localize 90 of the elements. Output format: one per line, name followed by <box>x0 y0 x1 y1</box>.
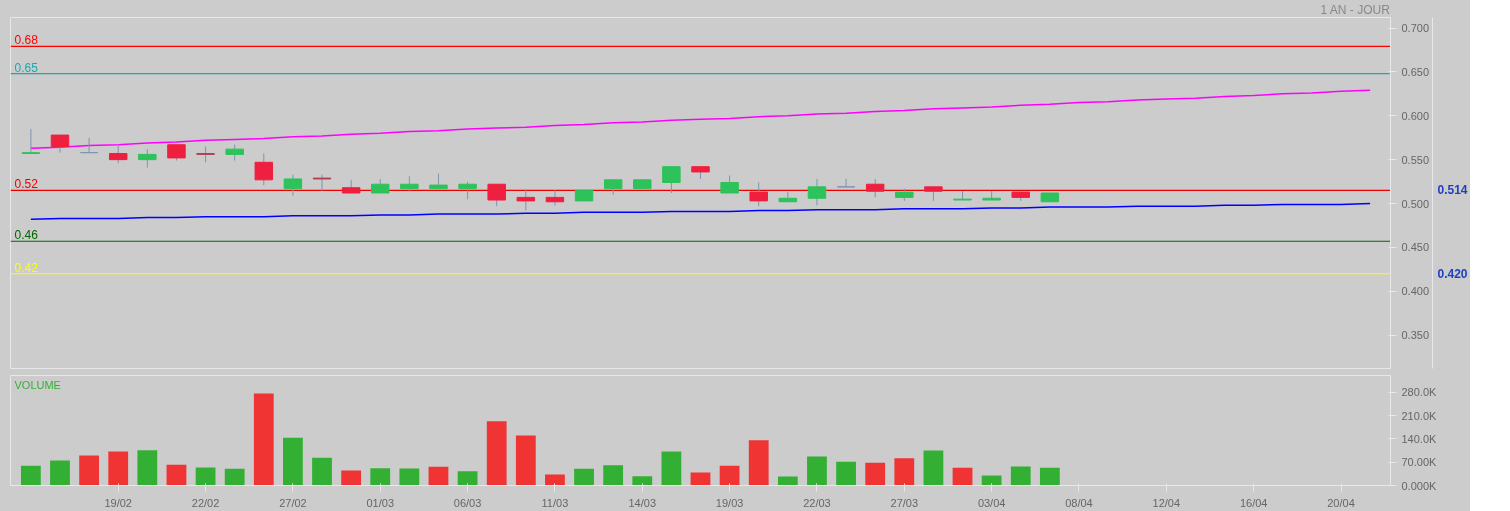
bar <box>370 468 391 486</box>
y-tick-label: 0.400 <box>1401 285 1430 298</box>
candlestick <box>312 174 332 192</box>
candlestick <box>749 181 768 207</box>
x-tick-label: 08/04 <box>1065 496 1093 509</box>
candlestick <box>487 183 506 207</box>
bar <box>836 461 856 486</box>
bar <box>137 450 158 486</box>
bar <box>603 465 624 486</box>
y2-tick-label: 0.514 <box>1437 183 1468 198</box>
candlestick <box>138 148 157 169</box>
bar <box>195 467 216 486</box>
bar <box>79 455 100 486</box>
ref-line-label: 0.68 <box>14 33 39 48</box>
bar <box>312 457 332 486</box>
bar <box>224 468 245 486</box>
x-tick-label: 19/02 <box>104 496 132 509</box>
y-tick-label: 0.550 <box>1401 153 1430 166</box>
bar <box>341 470 362 486</box>
candlestick <box>836 178 856 188</box>
bar <box>923 450 944 486</box>
bar <box>1039 467 1060 486</box>
y-tick-label: 210.0K <box>1401 409 1438 422</box>
bar <box>807 456 827 486</box>
x-tick-label: 06/03 <box>453 496 482 509</box>
y-tick-label: 0.600 <box>1401 109 1430 122</box>
x-tick-label: 01/03 <box>366 496 395 509</box>
line-series <box>30 202 1371 221</box>
x-tick-label: 27/03 <box>890 496 919 509</box>
x-tick-label: 11/03 <box>541 496 569 509</box>
chart-subtitle: 1 AN - JOUR <box>1320 3 1391 17</box>
bar <box>865 462 886 486</box>
y-tick-label: 0.700 <box>1401 22 1430 35</box>
y-tick-label: 0.350 <box>1401 329 1430 342</box>
bar <box>894 458 915 486</box>
candlestick <box>662 166 681 194</box>
candlestick <box>516 188 536 212</box>
bar <box>166 464 187 486</box>
candlestick <box>21 128 41 155</box>
bar <box>457 471 478 486</box>
ref-line-label: 0.46 <box>14 228 39 243</box>
bar <box>486 421 507 486</box>
bar <box>428 466 449 486</box>
candlestick <box>79 137 99 154</box>
x-tick-label: 22/03 <box>803 496 831 509</box>
candlestick <box>108 144 128 164</box>
line-series <box>30 89 1371 149</box>
candlestick <box>254 153 274 186</box>
ref-line-label: 0.42 <box>14 260 39 275</box>
bar <box>632 476 653 486</box>
bar <box>981 475 1002 486</box>
bar <box>952 467 973 486</box>
y-tick-label: 280.0K <box>1401 386 1438 399</box>
bar <box>108 451 129 486</box>
candlestick <box>545 189 565 206</box>
x-tick-label: 12/04 <box>1152 496 1181 509</box>
candlestick <box>283 174 303 197</box>
x-tick-label: 03/04 <box>977 496 1006 509</box>
candlestick <box>865 178 885 198</box>
bar <box>661 451 682 486</box>
bar <box>719 465 740 486</box>
x-tick-label: 16/04 <box>1239 496 1268 509</box>
x-tick-label: 14/03 <box>628 496 657 509</box>
y2-tick-label: 0.420 <box>1437 266 1468 281</box>
y-tick-label: 0.650 <box>1401 65 1430 78</box>
y-tick-label: 0.500 <box>1401 197 1430 210</box>
ref-line-label: 0.65 <box>14 60 39 75</box>
y-tick-label: 140.0K <box>1401 432 1438 445</box>
bar <box>748 440 769 486</box>
x-tick-label: 22/02 <box>191 496 220 509</box>
y-tick-label: 70.00K <box>1401 456 1438 469</box>
bar <box>283 437 303 486</box>
y-tick-label: 0.450 <box>1401 241 1430 254</box>
bar <box>777 476 798 486</box>
bar <box>545 474 565 486</box>
y-tick-label: 0.000K <box>1401 479 1438 492</box>
bar <box>515 435 536 486</box>
bar <box>20 465 41 486</box>
bar <box>1010 466 1031 486</box>
x-tick-label: 19/03 <box>715 496 744 509</box>
ref-line-label: 0.52 <box>14 177 39 192</box>
annotation: VOLUME <box>14 378 61 391</box>
bar <box>399 468 420 486</box>
candlestick <box>341 179 361 194</box>
bar <box>574 468 594 486</box>
x-tick-label: 20/04 <box>1327 496 1355 509</box>
bar <box>50 460 70 486</box>
bar <box>253 393 274 486</box>
candlestick <box>807 178 827 206</box>
x-tick-label: 27/02 <box>279 496 307 509</box>
